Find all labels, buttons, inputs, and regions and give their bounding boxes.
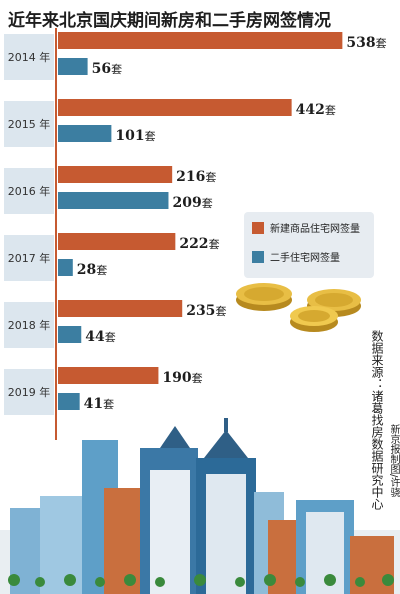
value-label-new: 222套 — [179, 236, 219, 252]
value-label-second: 41套 — [84, 396, 114, 412]
data-source-note: 数据来源：诸葛找房数据研究中心 — [370, 330, 384, 510]
value-label-new: 442套 — [296, 102, 336, 118]
value-unit: 套 — [111, 63, 122, 76]
value-number: 41 — [84, 396, 103, 412]
value-unit: 套 — [209, 238, 220, 251]
year-box — [4, 34, 54, 80]
legend: 新建商品住宅网签量 二手住宅网签量 — [244, 212, 374, 278]
value-unit: 套 — [202, 197, 213, 210]
value-number: 222 — [179, 236, 208, 252]
bar-second — [58, 192, 169, 209]
value-label-second: 101套 — [115, 128, 155, 144]
year-box — [4, 101, 54, 147]
bar-new — [58, 32, 343, 49]
value-label-new: 216套 — [176, 169, 216, 185]
legend-item-second: 二手住宅网签量 — [252, 249, 340, 264]
city-skyline-illustration — [0, 418, 400, 594]
value-unit: 套 — [376, 37, 387, 50]
value-number: 28 — [77, 262, 96, 278]
value-label-second: 44套 — [85, 329, 115, 345]
year-box — [4, 235, 54, 281]
year-box — [4, 302, 54, 348]
legend-label-second: 二手住宅网签量 — [270, 253, 340, 264]
value-label-second: 56套 — [92, 61, 122, 77]
value-unit: 套 — [105, 331, 116, 344]
year-label: 2015 年 — [8, 117, 51, 131]
value-label-new: 538套 — [346, 35, 386, 51]
value-number: 44 — [85, 329, 105, 345]
legend-swatch-second — [252, 250, 264, 263]
value-unit: 套 — [192, 372, 203, 385]
gold-coins-illustration — [236, 283, 361, 332]
legend-swatch-new — [252, 221, 264, 234]
year-label: 2017 年 — [8, 251, 51, 265]
value-unit: 套 — [205, 171, 216, 184]
bar-new — [58, 367, 159, 384]
value-unit: 套 — [145, 130, 156, 143]
credit-note: 新京报制图/许骁 — [388, 424, 399, 498]
value-label-second: 209套 — [172, 195, 212, 211]
year-box — [4, 369, 54, 415]
value-number: 216 — [176, 169, 205, 185]
bar-second — [58, 393, 80, 410]
year-label: 2016 年 — [8, 184, 51, 198]
bar-new — [58, 300, 183, 317]
bar-second — [58, 58, 88, 75]
bar-new — [58, 99, 292, 116]
value-label-new: 190套 — [162, 370, 202, 386]
value-number: 101 — [115, 128, 144, 144]
value-number: 190 — [162, 370, 191, 386]
value-unit: 套 — [103, 398, 114, 411]
value-unit: 套 — [215, 305, 226, 318]
value-number: 235 — [186, 303, 215, 319]
chart-title: 近年来北京国庆期间新房和二手房网签情况 — [8, 11, 331, 31]
bar-second — [58, 125, 112, 142]
bar-second — [58, 326, 82, 343]
bar-second — [58, 259, 73, 276]
value-number: 209 — [172, 195, 201, 211]
value-label-new: 235套 — [186, 303, 226, 319]
legend-label-new: 新建商品住宅网签量 — [270, 224, 360, 235]
year-label: 2019 年 — [8, 385, 51, 399]
value-label-second: 28套 — [77, 262, 107, 278]
bar-new — [58, 166, 173, 183]
value-unit: 套 — [325, 104, 336, 117]
value-number: 56 — [92, 61, 111, 77]
value-unit: 套 — [96, 264, 107, 277]
year-box — [4, 168, 54, 214]
value-number: 442 — [296, 102, 325, 118]
value-number: 538 — [346, 35, 375, 51]
bar-new — [58, 233, 176, 250]
year-label: 2014 年 — [8, 50, 51, 64]
year-label: 2018 年 — [8, 318, 51, 332]
legend-item-new: 新建商品住宅网签量 — [252, 220, 360, 235]
